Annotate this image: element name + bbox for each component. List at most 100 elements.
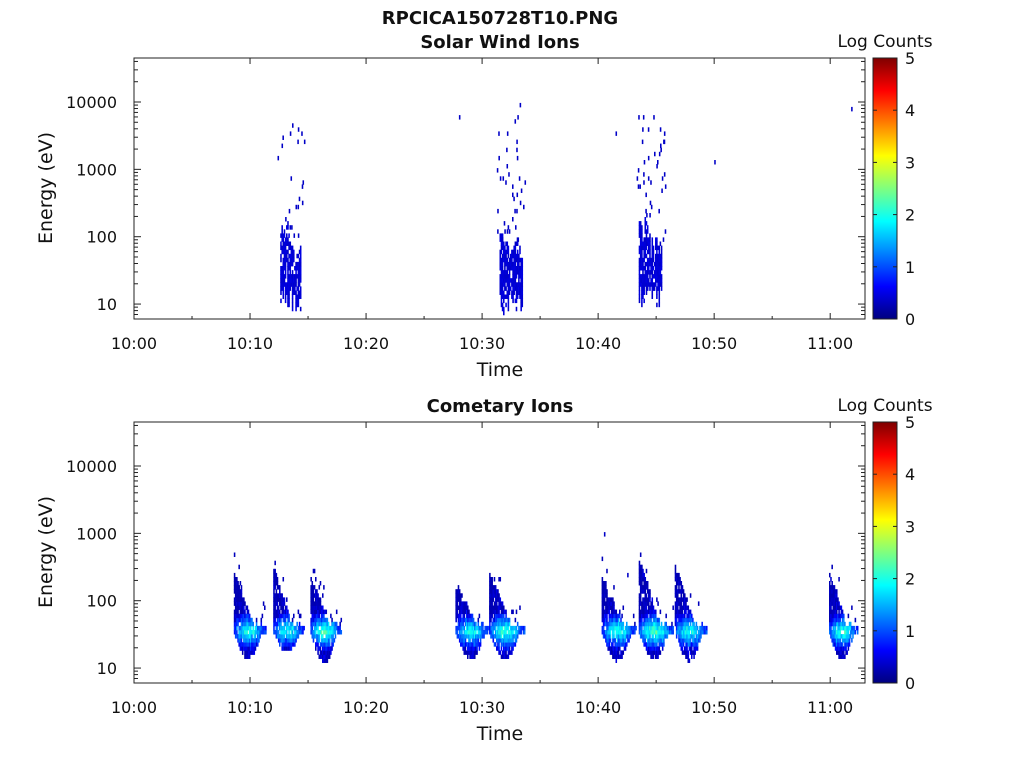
spectrogram-cell <box>311 581 314 586</box>
spectrogram-cell <box>489 593 491 598</box>
spectrogram-cell <box>655 237 657 242</box>
spectrogram-cell <box>500 634 503 639</box>
spectrogram-cell <box>836 613 838 619</box>
spectrogram-cell <box>498 617 500 623</box>
spectrogram-cell <box>282 233 285 238</box>
spectrogram-cell <box>659 274 662 279</box>
spectrogram-cell <box>241 634 244 639</box>
spectrogram-cell <box>687 630 690 635</box>
spectrogram-cell <box>313 593 316 598</box>
spectrogram-cell <box>665 634 667 639</box>
spectrogram-cell <box>289 634 292 639</box>
spectrogram-cell <box>251 642 253 647</box>
spectrogram-cell <box>283 233 286 238</box>
spectrogram-cell <box>523 625 526 631</box>
spectrogram-cell <box>257 625 259 631</box>
spectrogram-cell <box>626 630 628 635</box>
spectrogram-cell <box>317 634 319 639</box>
spectrogram-cell <box>469 621 471 627</box>
spectrogram-cell <box>624 646 627 651</box>
spectrogram-cell <box>696 642 699 647</box>
spectrogram-cell <box>651 245 654 251</box>
spectrogram-cell <box>685 621 687 627</box>
spectrogram-cell <box>648 249 650 255</box>
spectrogram-cell <box>644 605 647 610</box>
spectrogram-cell <box>620 642 622 647</box>
spectrogram-cell <box>840 621 843 627</box>
spectrogram-cell <box>322 609 324 615</box>
spectrogram-cell <box>609 646 612 651</box>
spectrogram-cell <box>327 646 330 651</box>
spectrogram-cell <box>281 597 283 602</box>
spectrogram-cell <box>515 282 518 287</box>
spectrogram-cell <box>621 650 623 655</box>
spectrogram-cell <box>462 617 464 623</box>
spectrogram-cell <box>678 581 680 586</box>
spectrogram-cell <box>521 278 524 283</box>
spectrogram-cell <box>622 630 625 635</box>
spectrogram-cell <box>503 294 505 299</box>
spectrogram-cell <box>688 646 691 651</box>
spectrogram-cell <box>644 609 647 615</box>
spectrogram-cell <box>334 634 337 639</box>
spectrogram-cell <box>658 302 661 308</box>
spectrogram-cell <box>675 593 678 598</box>
spectrogram-cell <box>511 266 513 271</box>
spectrogram-cell <box>645 241 648 246</box>
spectrogram-cell <box>608 601 611 606</box>
spectrogram-cell <box>491 593 493 598</box>
spectrogram-cell <box>675 601 678 606</box>
spectrogram-cell <box>520 282 522 287</box>
spectrogram-cell <box>838 617 840 623</box>
spectrogram-cell <box>649 593 651 598</box>
spectrogram-cell <box>293 286 295 291</box>
spectrogram-cell <box>602 609 605 615</box>
spectrogram-cell <box>499 601 502 606</box>
spectrogram-cell <box>274 621 276 627</box>
spectrogram-cell <box>504 646 506 651</box>
spectrogram-cell <box>514 617 517 623</box>
spectrogram-cell <box>465 625 468 631</box>
spectrogram-cell <box>832 609 835 615</box>
spectrogram-cell <box>639 274 642 279</box>
spectrogram-cell <box>312 585 315 590</box>
spectrogram-cell <box>274 605 276 610</box>
spectrogram-cell <box>317 609 319 615</box>
spectrogram-cell <box>328 625 331 631</box>
spectrogram-cell <box>694 638 696 643</box>
spectrogram-cell <box>623 630 626 635</box>
spectrogram-cell <box>830 609 832 615</box>
spectrogram-cell <box>661 176 664 181</box>
spectrogram-cell <box>615 617 618 623</box>
spectrogram-cell <box>519 605 521 610</box>
spectrogram-cell <box>317 625 319 631</box>
spectrogram-cell <box>500 274 503 279</box>
spectrogram-cell <box>607 601 609 606</box>
spectrogram-cell <box>463 634 466 639</box>
spectrogram-cell <box>658 625 661 631</box>
spectrogram-cell <box>330 625 332 631</box>
spectrogram-cell <box>463 609 466 615</box>
spectrogram-cell <box>603 601 606 606</box>
spectrogram-cell <box>496 168 499 173</box>
spectrogram-cell <box>645 597 648 602</box>
spectrogram-cell <box>241 625 244 631</box>
spectrogram-cell <box>854 630 857 635</box>
spectrogram-cell <box>649 617 651 623</box>
spectrogram-cell <box>283 617 286 623</box>
spectrogram-cell <box>520 286 522 291</box>
spectrogram-cell <box>520 266 522 271</box>
spectrogram-cell <box>282 609 285 615</box>
spectrogram-cell <box>678 589 680 594</box>
spectrogram-cell <box>493 634 496 639</box>
spectrogram-cell <box>240 597 243 602</box>
spectrogram-cell <box>680 642 683 647</box>
spectrogram-cell <box>508 266 511 271</box>
spectrogram-cell <box>696 646 699 651</box>
spectrogram-cell <box>646 621 649 627</box>
spectrogram-cell <box>316 597 318 602</box>
spectrogram-cell <box>283 282 286 287</box>
spectrogram-cell <box>680 589 683 594</box>
spectrogram-cell <box>674 572 677 578</box>
spectrogram-cell <box>838 625 840 631</box>
